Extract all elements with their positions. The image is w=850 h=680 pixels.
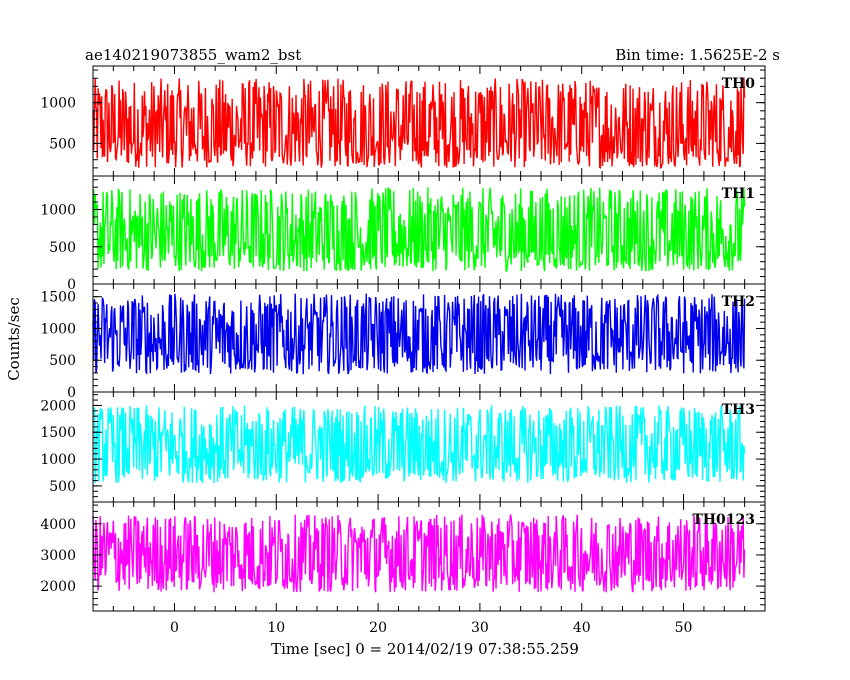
y-axis-label: Counts/sec bbox=[5, 297, 23, 381]
series-th1-line bbox=[92, 187, 746, 273]
y-tick-label: 2000 bbox=[40, 398, 76, 414]
y-tick-label: 500 bbox=[49, 136, 76, 152]
y-tick-label: 1000 bbox=[40, 452, 76, 468]
panel-label-th2: TH2 bbox=[722, 294, 755, 310]
y-tick-label: 1000 bbox=[40, 321, 76, 337]
panel-label-th1: TH1 bbox=[722, 186, 755, 202]
series-th0123-line bbox=[92, 514, 746, 593]
panel-th1: 0 500 1000 TH1 bbox=[40, 175, 766, 293]
x-tick-labels: 0 10 20 30 40 50 bbox=[170, 620, 692, 636]
panel-label-th0: TH0 bbox=[722, 76, 756, 92]
series-th2-line bbox=[92, 293, 746, 376]
x-tick-label: 10 bbox=[267, 620, 285, 636]
x-axis-label: Time [sec] 0 = 2014/02/19 07:38:55.259 bbox=[271, 640, 579, 658]
y-tick-label: 4000 bbox=[40, 517, 76, 533]
x-tick-label: 0 bbox=[170, 620, 179, 636]
chart-title-left: ae140219073855_wam2_bst bbox=[85, 46, 301, 64]
panel-th0123: 2000 3000 4000 TH0123 bbox=[40, 501, 766, 612]
panel-frame bbox=[92, 501, 766, 612]
x-tick-label: 40 bbox=[573, 620, 591, 636]
series-th3-line bbox=[92, 404, 746, 484]
panel-label-th0123: TH0123 bbox=[692, 512, 755, 528]
panel-th3: 500 1000 1500 2000 TH3 bbox=[40, 391, 766, 503]
panel-th2: 0 500 1000 1500 TH2 bbox=[40, 283, 766, 401]
y-tick-label: 0 bbox=[67, 385, 76, 401]
x-tick-label: 20 bbox=[369, 620, 387, 636]
y-tick-label: 1500 bbox=[40, 290, 76, 306]
panels-group: 500 1000 TH0 0 500 1000 TH1 0 500 1000 1500 TH2 500 1… bbox=[40, 65, 766, 612]
panel-label-th3: TH3 bbox=[722, 402, 755, 418]
y-tick-label: 3000 bbox=[40, 548, 76, 564]
y-tick-label: 500 bbox=[49, 353, 76, 369]
y-tick-label: 500 bbox=[49, 479, 76, 495]
series-th0-line bbox=[92, 78, 746, 170]
y-tick-label: 1500 bbox=[40, 425, 76, 441]
y-tick-label: 1000 bbox=[40, 96, 76, 112]
x-tick-label: 50 bbox=[675, 620, 693, 636]
x-tick-label: 30 bbox=[471, 620, 489, 636]
y-tick-label: 500 bbox=[49, 240, 76, 256]
y-tick-label: 2000 bbox=[40, 579, 76, 595]
y-tick-label: 0 bbox=[67, 277, 76, 293]
chart-title-right: Bin time: 1.5625E-2 s bbox=[615, 46, 780, 64]
y-tick-label: 1000 bbox=[40, 203, 76, 219]
panel-th0: 500 1000 TH0 bbox=[40, 65, 766, 177]
